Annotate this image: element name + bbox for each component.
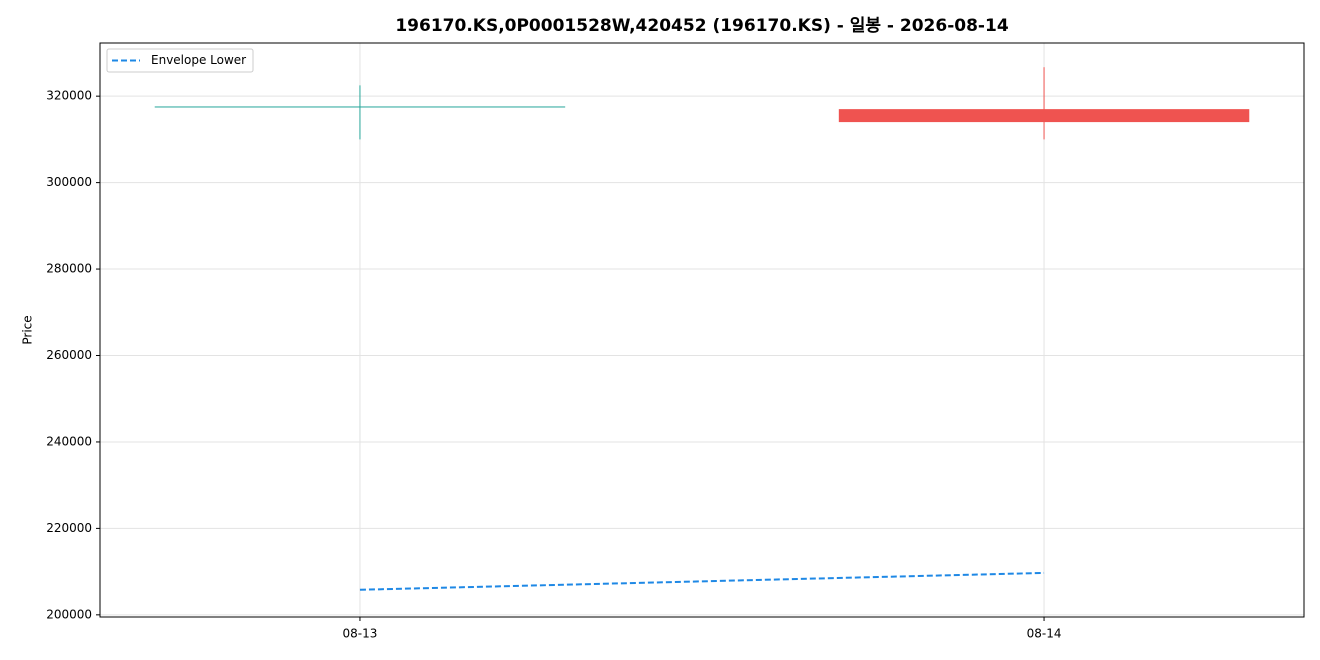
y-tick-label: 320000: [46, 89, 92, 103]
x-tick-label: 08-14: [1027, 627, 1062, 641]
x-tick-label: 08-13: [343, 627, 378, 641]
y-tick-label: 240000: [46, 434, 92, 448]
legend-label: Envelope Lower: [151, 53, 246, 67]
y-tick-label: 260000: [46, 348, 92, 362]
candle-body: [154, 106, 566, 108]
y-tick-label: 220000: [46, 521, 92, 535]
line-series: [359, 571, 1045, 591]
candle-body: [838, 109, 1250, 123]
chart-title: 196170.KS,0P0001528W,420452 (196170.KS) …: [395, 16, 1008, 36]
legend-box: [106, 48, 254, 73]
y-tick-label: 200000: [46, 607, 92, 621]
y-tick-label: 300000: [46, 175, 92, 189]
y-axis-label: Price: [21, 315, 35, 344]
y-tick-label: 280000: [46, 262, 92, 276]
plot-frame: [99, 42, 1305, 618]
